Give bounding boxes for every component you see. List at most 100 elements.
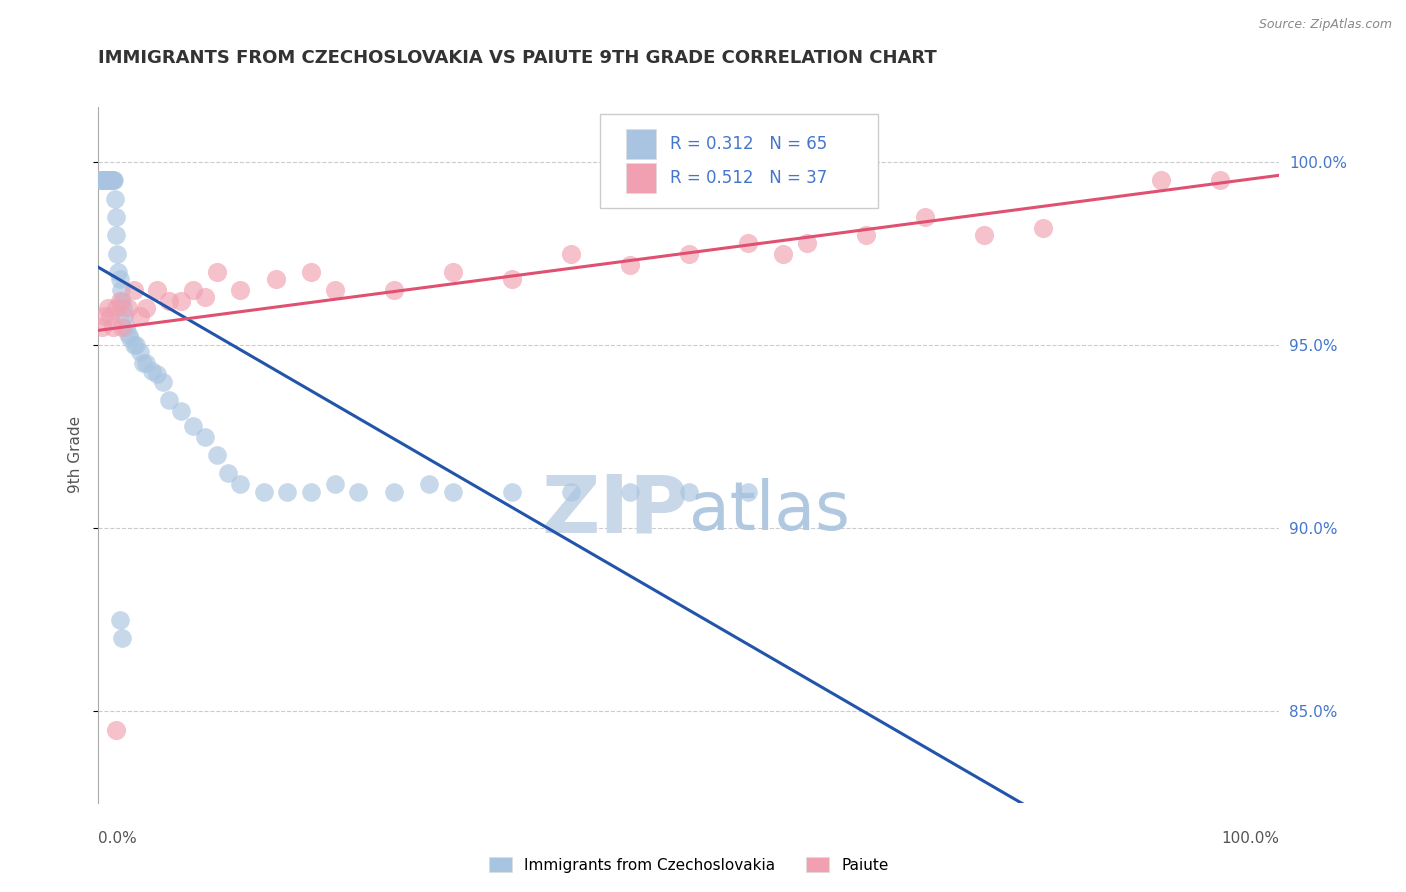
Point [104, 192, 127, 206]
Point [108, 294, 131, 309]
FancyBboxPatch shape [626, 129, 655, 159]
Point [1209, 173, 1232, 187]
Point [253, 484, 276, 499]
Point [772, 246, 794, 260]
Point [1150, 173, 1173, 187]
Point [382, 283, 405, 297]
Point [347, 484, 370, 499]
Point [323, 283, 346, 297]
Point [1032, 220, 1054, 235]
Point [91, 173, 114, 187]
Point [105, 246, 128, 260]
Point [101, 173, 124, 187]
Point [98, 173, 121, 187]
Point [205, 265, 228, 279]
Point [89, 173, 111, 187]
Point [114, 319, 136, 334]
Point [264, 272, 287, 286]
Point [141, 364, 163, 378]
Point [299, 484, 322, 499]
Point [128, 309, 150, 323]
Point [105, 723, 128, 737]
Point [132, 356, 155, 370]
Point [441, 484, 464, 499]
Point [152, 375, 174, 389]
Point [560, 246, 582, 260]
Point [796, 235, 818, 250]
Point [97, 301, 120, 316]
Point [135, 301, 157, 316]
Point [855, 228, 877, 243]
Point [122, 338, 145, 352]
Point [418, 477, 440, 491]
Point [146, 283, 169, 297]
Point [111, 294, 134, 309]
Point [97, 173, 120, 187]
Point [100, 173, 122, 187]
Point [93, 173, 115, 187]
Point [117, 327, 139, 342]
Text: 0.0%: 0.0% [98, 831, 138, 846]
Point [96, 173, 118, 187]
Point [103, 173, 125, 187]
Point [128, 345, 150, 359]
Point [90, 173, 112, 187]
Point [112, 301, 135, 316]
Point [914, 210, 936, 224]
Point [501, 484, 523, 499]
Point [98, 173, 121, 187]
FancyBboxPatch shape [600, 114, 877, 208]
Point [382, 484, 405, 499]
Point [98, 309, 121, 323]
Point [678, 246, 700, 260]
Point [98, 173, 121, 187]
Point [101, 319, 124, 334]
Text: Source: ZipAtlas.com: Source: ZipAtlas.com [1258, 18, 1392, 31]
Point [299, 265, 322, 279]
Point [125, 338, 148, 352]
Point [96, 173, 118, 187]
Point [135, 356, 157, 370]
Point [91, 173, 114, 187]
FancyBboxPatch shape [626, 163, 655, 193]
Point [93, 173, 115, 187]
Text: 100.0%: 100.0% [1222, 831, 1279, 846]
Text: ZIP: ZIP [541, 472, 689, 549]
Point [441, 265, 464, 279]
Point [91, 173, 114, 187]
Point [619, 258, 641, 272]
Text: R = 0.512   N = 37: R = 0.512 N = 37 [671, 169, 827, 187]
Point [194, 429, 217, 443]
Point [105, 301, 128, 316]
Point [93, 173, 115, 187]
Point [146, 368, 169, 382]
Point [194, 290, 217, 304]
Point [205, 448, 228, 462]
Point [181, 283, 204, 297]
Point [105, 210, 128, 224]
Point [323, 477, 346, 491]
Point [678, 484, 700, 499]
Point [93, 309, 115, 323]
Point [101, 173, 124, 187]
Point [117, 301, 139, 316]
Point [91, 319, 114, 334]
Point [229, 283, 252, 297]
Point [112, 309, 135, 323]
Point [94, 173, 117, 187]
Point [91, 173, 114, 187]
Point [737, 235, 759, 250]
Point [181, 418, 204, 433]
Point [157, 294, 180, 309]
Point [217, 467, 239, 481]
Text: IMMIGRANTS FROM CZECHOSLOVAKIA VS PAIUTE 9TH GRADE CORRELATION CHART: IMMIGRANTS FROM CZECHOSLOVAKIA VS PAIUTE… [98, 49, 938, 67]
Point [98, 173, 121, 187]
Point [170, 404, 193, 418]
Point [229, 477, 252, 491]
Text: R = 0.312   N = 65: R = 0.312 N = 65 [671, 135, 827, 153]
Text: atlas: atlas [689, 477, 849, 543]
Point [107, 265, 129, 279]
Point [157, 392, 180, 407]
Point [94, 173, 117, 187]
Point [276, 484, 298, 499]
